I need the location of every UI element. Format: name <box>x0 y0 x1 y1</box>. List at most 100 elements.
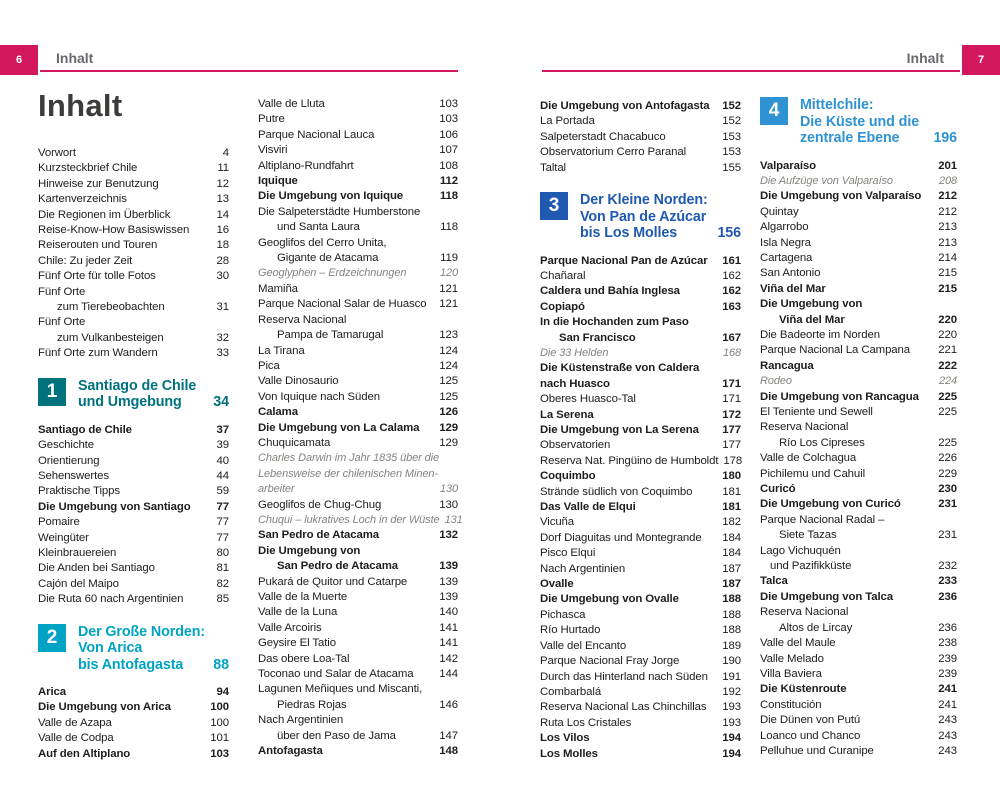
toc-entry: und Pazifikküste 232 <box>760 559 957 574</box>
section-title-line: Der Kleine Norden: <box>580 192 708 209</box>
toc-entry-page <box>453 682 458 697</box>
toc-entry-text: Observatorium Cerro Paranal <box>540 146 687 159</box>
toc-entry-text: Quintay <box>760 205 799 218</box>
toc-entry: Siete Tazas 231 <box>760 528 957 543</box>
toc-entry-text: La Serena <box>540 408 594 421</box>
toc-entry-page <box>952 513 957 528</box>
toc-entry-page: 147 <box>439 729 458 742</box>
toc-entry-text: über den Paso de Jama <box>277 729 396 742</box>
toc-entry-text: Die 33 Helden <box>540 346 609 359</box>
toc-entry-text: Algarrobo <box>760 221 809 234</box>
toc-entry: Pampa de Tamarugal 123 <box>258 328 458 343</box>
toc-entry-page <box>952 297 957 312</box>
toc-entry-text: Cartagena <box>760 251 813 264</box>
toc-entry: Santiago de Chile 37 <box>38 423 229 438</box>
toc-entry: Gigante de Atacama 119 <box>258 251 458 266</box>
toc-entry-text: Mamiña <box>258 282 298 295</box>
toc-entry-page: 141 <box>439 637 458 650</box>
section-title: Der Große Norden: Von Arica bis Antofagast… <box>78 624 205 674</box>
toc-entry: Valle de Azapa 100 <box>38 716 229 731</box>
section-title-line: zentrale Ebene <box>800 130 900 146</box>
toc-entry: Die Umgebung von La Calama 129 <box>258 421 458 436</box>
toc-entry: Die Umgebung von Rancagua 225 <box>760 390 957 405</box>
toc-entry-text: Die Ruta 60 nach Argentinien <box>38 593 184 606</box>
toc-entry-text: Die Umgebung von Santiago <box>38 500 191 513</box>
toc-entry-page: 241 <box>938 698 957 711</box>
toc-entry-page <box>453 713 458 728</box>
toc-entry-text: Pomaire <box>38 516 80 529</box>
toc-entry-page: 239 <box>938 667 957 680</box>
toc-entry-page: 112 <box>439 175 458 188</box>
toc-entry: Río Hurtado 188 <box>540 623 741 638</box>
toc-entry-text: Putre <box>258 113 285 126</box>
toc-entry: Parque Nacional Pan de Azúcar 161 <box>540 254 741 269</box>
toc-entry: San Pedro de Atacama 139 <box>258 559 458 574</box>
toc-entry-text: Siete Tazas <box>779 529 837 542</box>
toc-entry-text: Reserva Nat. Pingüino de Humboldt <box>540 454 719 467</box>
toc-entry-text: Fünf Orte für tolle Fotos <box>38 270 156 283</box>
toc-entry-text: Isla Negra <box>760 236 811 249</box>
toc-entry-page: 125 <box>439 375 458 388</box>
section-header-body: Der Kleine Norden: Von Pan de Azúcar bis L… <box>580 192 741 242</box>
header-rule-left <box>40 70 458 72</box>
toc-entry-text: Pichasca <box>540 608 586 621</box>
toc-entry: Geoglifos del Cerro Unita, <box>258 236 458 251</box>
toc-entry-page: 212 <box>938 205 957 218</box>
toc-entry-page: 194 <box>722 732 741 745</box>
toc-entry-text: Rodeo <box>760 375 792 388</box>
toc-entry-page: 107 <box>439 144 458 157</box>
toc-entry-page: 153 <box>722 130 741 143</box>
toc-entry-text: Copiapó <box>540 300 585 313</box>
toc-entry: Die Umgebung von Ovalle 188 <box>540 592 741 607</box>
toc-entry: Die Umgebung von <box>760 297 957 312</box>
toc-entry: Chuquicamata 129 <box>258 436 458 451</box>
toc-entry-page: 193 <box>722 701 741 714</box>
toc-entry-text: Parque Nacional Lauca <box>258 128 375 141</box>
toc-entry-page: 44 <box>216 469 230 482</box>
toc-entry-text: Chañaral <box>540 269 586 282</box>
toc-entry: Das Valle de Elqui 181 <box>540 500 741 515</box>
toc-entry-page: 243 <box>938 714 957 727</box>
toc-entry-text: Valle del Maule <box>760 637 836 650</box>
toc-entry: Die Umgebung von Talca 236 <box>760 590 957 605</box>
toc-entry-page: 4 <box>222 147 229 159</box>
toc-entry-page: 30 <box>216 270 230 283</box>
toc-entry-page: 167 <box>722 331 741 344</box>
toc-entry-page: 177 <box>722 439 741 452</box>
toc-entry: La Tirana 124 <box>258 344 458 359</box>
toc-entry-text: Die Umgebung von Valparaíso <box>760 190 922 203</box>
toc-entry-page <box>736 361 741 376</box>
toc-entry-page: 148 <box>439 745 458 758</box>
toc-entry-text: Parque Nacional Fray Jorge <box>540 655 680 668</box>
toc-entry-page: 77 <box>216 500 230 513</box>
toc-entry: Salpeterstadt Chacabuco 153 <box>540 130 741 145</box>
toc-entry-text: Fünf Orte <box>38 285 86 298</box>
toc-entry-text: Ovalle <box>540 578 574 591</box>
toc-entry-page <box>224 285 229 300</box>
toc-entry-text: Reserva Nacional Las Chinchillas <box>540 701 707 714</box>
toc-entry-page: 40 <box>216 454 230 467</box>
toc-entry: Chañaral 162 <box>540 269 741 284</box>
toc-entry-page: 215 <box>938 282 957 295</box>
toc-entry-page: 100 <box>210 716 229 729</box>
toc-entry-page: 152 <box>722 115 741 128</box>
toc-entry: Fünf Orte <box>38 315 229 330</box>
toc-entry-text: Iquique <box>258 175 298 188</box>
toc-entry-page <box>952 420 957 435</box>
toc-entry: Reserva Nacional <box>258 313 458 328</box>
toc-entry: Río Los Cipreses 225 <box>760 436 957 451</box>
toc-entry-page: 168 <box>722 346 741 359</box>
toc-entry: Visviri 107 <box>258 143 458 158</box>
toc-entry-text: Viña del Mar <box>760 282 826 295</box>
toc-entry: Durch das Hinterland nach Süden 191 <box>540 670 741 685</box>
section-title-line: Mittelchile: <box>800 97 874 113</box>
toc-entry-page <box>224 315 229 330</box>
toc-entry-text: Weingüter <box>38 531 89 544</box>
toc-entry-page: 12 <box>216 177 230 190</box>
toc-entry: Kurzsteckbrief Chile 11 <box>38 161 229 176</box>
toc-entry-page: 213 <box>938 221 957 234</box>
toc-entry: zum Tierebeobachten 31 <box>38 300 229 315</box>
toc-entry-text: Pichilemu und Cahuil <box>760 467 866 480</box>
toc-entry-text: El Teniente und Sewell <box>760 406 873 418</box>
toc-entry: Valle Dinosaurio 125 <box>258 374 458 389</box>
